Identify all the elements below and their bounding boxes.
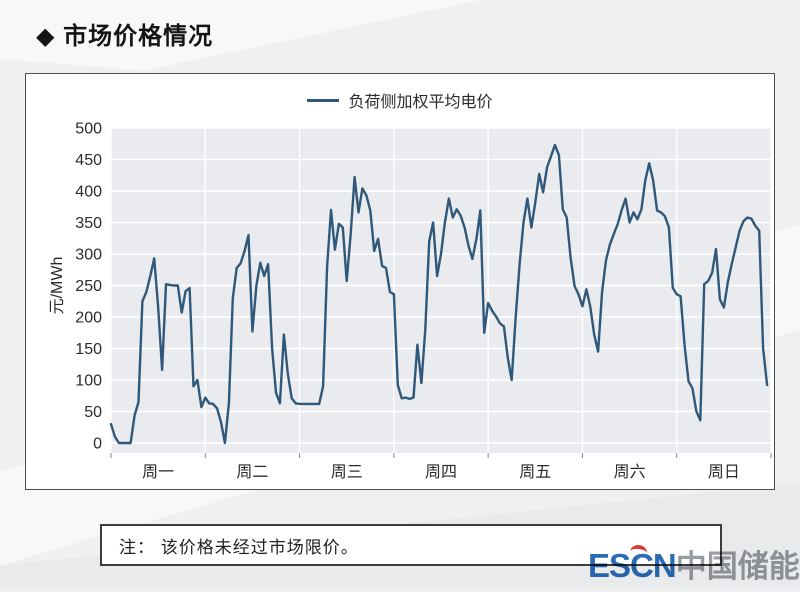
y-tick-label: 250 — [75, 278, 102, 295]
y-tick-label: 150 — [75, 341, 102, 358]
plot-panel — [111, 128, 771, 453]
logo-site-name: 中国储能网 — [675, 549, 800, 584]
series-line — [109, 143, 769, 445]
y-tick-label: 450 — [75, 152, 102, 169]
chart-card: 负荷侧加权平均电价 0 50 100 150 200 250 300 350 400 450 500… — [25, 73, 775, 490]
y-tick-label: 400 — [75, 184, 102, 201]
chart-legend: 负荷侧加权平均电价 — [26, 90, 774, 111]
y-tick-label: 0 — [93, 436, 102, 453]
legend-label: 负荷侧加权平均电价 — [348, 94, 493, 111]
x-tick-label: 周六 — [614, 463, 646, 481]
x-tick-label: 周五 — [519, 464, 551, 481]
logo-escn-c: C — [629, 544, 654, 585]
y-tick-label: 200 — [75, 310, 102, 327]
x-tick-label: 周四 — [425, 464, 457, 481]
y-tick-label: 500 — [75, 121, 102, 138]
legend-line-icon — [307, 98, 340, 102]
note-text: 注： 该价格未经过市场限价。 — [119, 537, 359, 557]
x-tick-label: 周三 — [331, 464, 363, 481]
y-tick-label: 100 — [75, 373, 102, 390]
y-tick-label: 50 — [84, 404, 102, 421]
x-tick-label: 周一 — [142, 464, 174, 481]
y-tick-label: 350 — [75, 215, 102, 232]
y-tick-label: 300 — [75, 247, 102, 264]
slide-title: ◆ 市场价格情况 — [36, 23, 214, 50]
x-tick-label: 周日 — [708, 464, 740, 481]
logo-escn-n: N — [652, 547, 677, 584]
x-tick-label: 周二 — [236, 464, 268, 481]
chart-svg: 0 50 100 150 200 250 300 350 400 450 500 周一 周二 周三 周四 周五… — [49, 121, 772, 481]
watermark-logo: ESCN中国储能网 — [588, 544, 800, 592]
y-axis-title: 元/MWh — [49, 257, 66, 315]
logo-escn-es: ES — [588, 547, 631, 584]
